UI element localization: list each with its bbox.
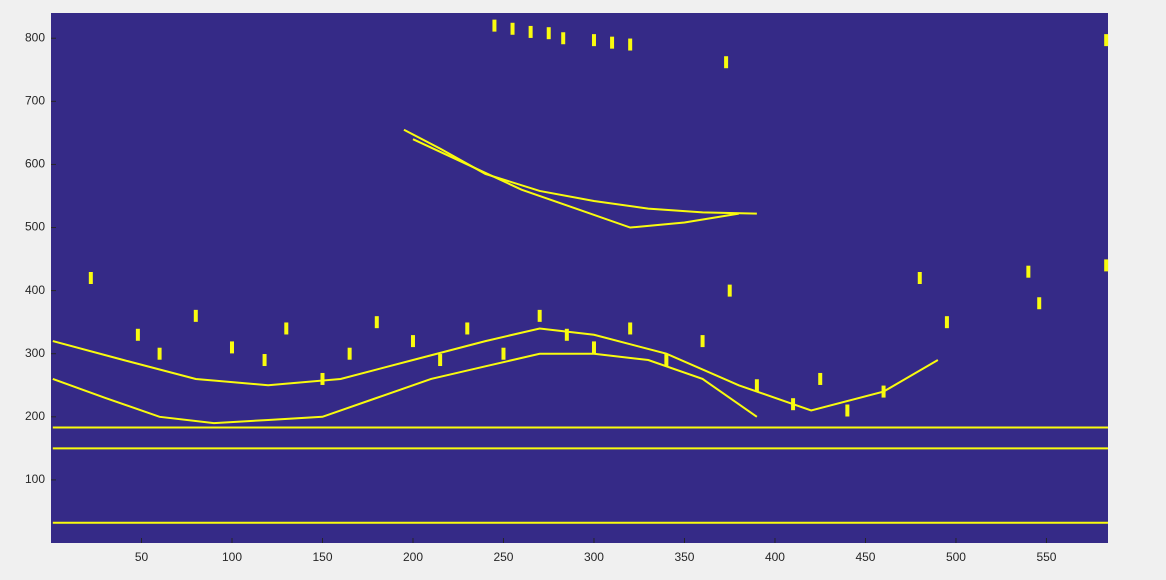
- x-tick-label: 400: [765, 550, 785, 564]
- edge-blob: [157, 347, 162, 360]
- edge-line: [52, 352, 758, 425]
- y-tick-label: 500: [25, 220, 45, 234]
- x-tick-label: 250: [493, 550, 513, 564]
- x-tick-label: 450: [855, 550, 875, 564]
- edge-blob: [917, 272, 922, 284]
- y-tick-label: 600: [25, 157, 45, 171]
- x-tick-label: 500: [946, 550, 966, 564]
- x-tick-label: 50: [135, 550, 149, 564]
- edge-blob: [591, 34, 596, 47]
- edge-blob: [501, 347, 506, 360]
- edge-blob: [564, 328, 569, 341]
- y-tick-label: 700: [25, 94, 45, 108]
- y-tick-label: 100: [25, 472, 45, 486]
- edge-blob: [320, 372, 325, 385]
- edge-blob: [818, 372, 823, 385]
- edge-blob: [374, 316, 379, 329]
- x-tick-label: 350: [674, 550, 694, 564]
- y-tick-label: 400: [25, 283, 45, 297]
- x-tick-label: 550: [1036, 550, 1056, 564]
- edge-blob: [510, 22, 515, 35]
- edge-blob: [438, 354, 443, 367]
- edge-blob: [727, 284, 732, 297]
- edge-blob: [881, 385, 886, 398]
- edge-blob: [724, 56, 729, 69]
- edge-blob: [700, 335, 705, 348]
- edge-blob: [1037, 297, 1042, 310]
- edge-blob: [610, 36, 615, 49]
- edge-blob: [88, 272, 93, 284]
- edge-blob: [465, 322, 470, 335]
- edge-blob: [791, 398, 796, 411]
- edge-blob: [754, 379, 759, 392]
- edge-blob: [546, 27, 551, 40]
- edge-blob: [537, 309, 542, 322]
- edge-blob: [664, 354, 669, 367]
- edge-blob: [628, 322, 633, 335]
- x-tick-label: 300: [584, 550, 604, 564]
- edge-blob: [944, 316, 949, 329]
- edge-blob: [1104, 259, 1109, 272]
- y-tick-label: 200: [25, 409, 45, 423]
- edge-blob: [845, 404, 850, 417]
- edge-blob: [528, 25, 533, 38]
- edge-blob: [591, 341, 596, 354]
- edge-line: [412, 138, 739, 229]
- x-tick-label: 200: [403, 550, 423, 564]
- edge-blob: [135, 328, 140, 341]
- edge-blob: [262, 354, 267, 367]
- edge-blob: [628, 38, 633, 51]
- edge-blob: [1104, 34, 1109, 47]
- image-background: [51, 13, 1108, 543]
- edge-blob: [347, 347, 352, 360]
- edge-blob: [410, 335, 415, 348]
- edge-blob: [284, 322, 289, 335]
- edge-blob: [492, 19, 497, 32]
- y-tick-label: 800: [25, 30, 45, 44]
- edge-blob: [1026, 265, 1031, 278]
- edge-line: [52, 327, 939, 412]
- x-tick-label: 150: [312, 550, 332, 564]
- y-tick-label: 300: [25, 346, 45, 360]
- edge-blob: [561, 32, 566, 45]
- edge-blob: [193, 309, 198, 322]
- edge-blob: [229, 341, 234, 354]
- x-tick-label: 100: [222, 550, 242, 564]
- edge-line: [403, 128, 757, 215]
